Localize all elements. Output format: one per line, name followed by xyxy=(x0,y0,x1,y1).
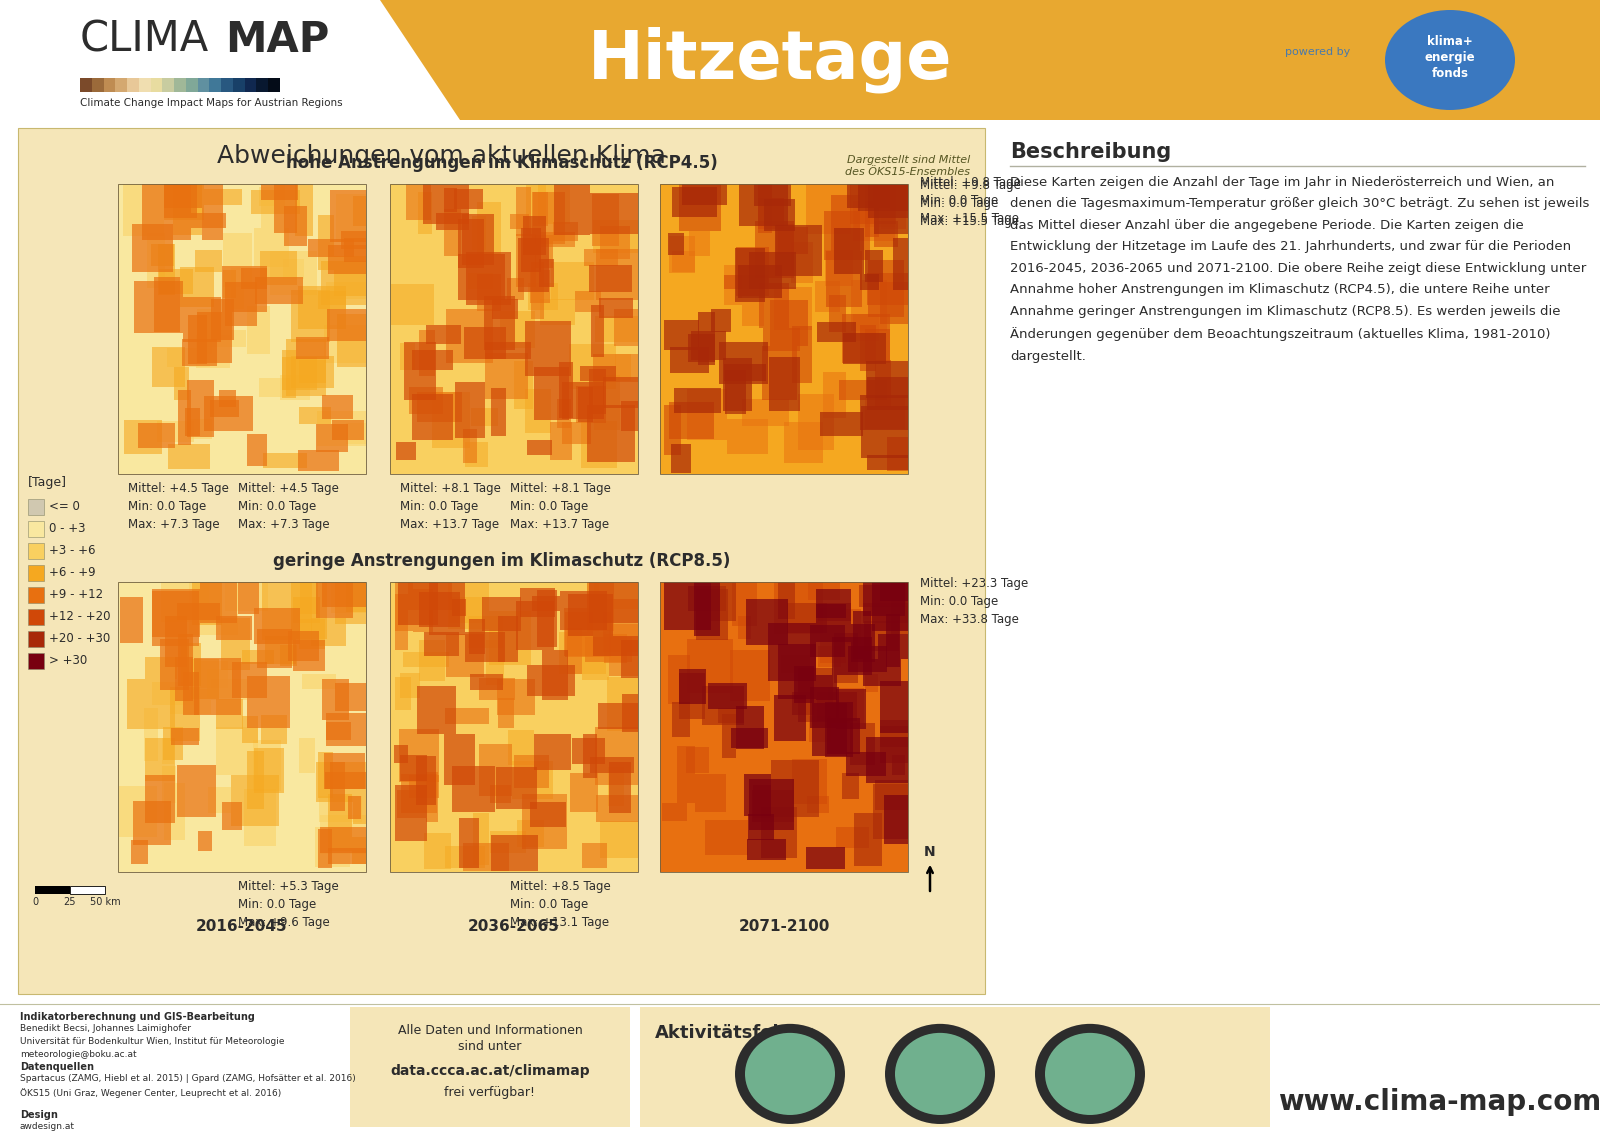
Bar xyxy=(222,266,267,312)
Bar xyxy=(328,795,352,851)
Bar xyxy=(189,315,208,363)
Text: Mittel: +4.5 Tage
Min: 0.0 Tage
Max: +7.3 Tage: Mittel: +4.5 Tage Min: 0.0 Tage Max: +7.… xyxy=(238,482,339,531)
Bar xyxy=(216,616,253,641)
Bar xyxy=(550,422,571,460)
Bar xyxy=(178,603,219,620)
Bar xyxy=(554,185,589,235)
Text: <= 0: <= 0 xyxy=(50,500,80,514)
Polygon shape xyxy=(381,0,1160,120)
Bar xyxy=(416,392,462,422)
Bar xyxy=(851,624,875,661)
Bar xyxy=(216,700,243,729)
Bar xyxy=(874,221,898,247)
Text: Diese Karten zeigen die Anzahl der Tage im Jahr in Niederösterreich und Wien, an: Diese Karten zeigen die Anzahl der Tage … xyxy=(1010,175,1589,362)
Bar xyxy=(254,609,301,644)
Bar xyxy=(622,694,638,731)
Bar xyxy=(29,565,45,581)
Bar xyxy=(490,611,531,664)
Bar xyxy=(262,582,312,640)
Bar xyxy=(485,353,528,400)
Bar xyxy=(464,429,477,463)
Bar xyxy=(187,380,214,437)
Bar xyxy=(118,185,366,474)
Bar xyxy=(320,815,366,855)
Bar xyxy=(621,401,637,431)
Bar xyxy=(736,706,765,749)
Bar xyxy=(864,329,890,362)
Bar xyxy=(174,78,186,92)
Ellipse shape xyxy=(734,1023,845,1124)
Bar xyxy=(29,521,45,537)
Bar xyxy=(477,274,501,310)
Bar xyxy=(474,813,490,865)
Bar xyxy=(880,726,909,747)
Bar xyxy=(485,342,531,359)
Bar xyxy=(246,434,267,466)
Bar xyxy=(446,309,493,363)
Bar xyxy=(678,674,706,719)
Bar xyxy=(232,662,267,698)
Bar xyxy=(270,251,317,295)
Bar xyxy=(174,367,189,401)
Bar xyxy=(336,194,366,242)
Bar xyxy=(603,377,638,408)
Bar xyxy=(778,582,795,619)
Bar xyxy=(294,185,314,237)
Bar xyxy=(464,326,506,359)
Bar xyxy=(120,598,142,643)
Bar xyxy=(315,826,350,867)
Text: 25: 25 xyxy=(64,897,77,907)
Bar xyxy=(298,286,346,328)
Bar xyxy=(459,818,478,868)
Bar xyxy=(133,801,171,846)
Bar xyxy=(880,582,909,601)
Bar xyxy=(466,632,506,662)
Bar xyxy=(146,738,174,781)
Bar xyxy=(310,618,346,645)
Text: Design: Design xyxy=(19,1110,58,1120)
Bar xyxy=(667,232,683,255)
Bar xyxy=(322,395,354,419)
Bar xyxy=(203,189,242,205)
Bar xyxy=(515,601,554,650)
Bar xyxy=(688,334,715,362)
Bar xyxy=(405,342,435,400)
Text: Spartacus (ZAMG, Hiebl et al. 2015) | Gpard (ZAMG, Hofsätter et al. 2016)
ÖKS15 : Spartacus (ZAMG, Hiebl et al. 2015) | Gp… xyxy=(19,1074,355,1098)
Bar xyxy=(283,259,304,280)
Bar xyxy=(261,715,286,744)
Bar xyxy=(792,692,814,715)
Bar xyxy=(514,755,549,788)
Bar xyxy=(318,752,333,798)
Bar xyxy=(520,588,555,617)
Bar xyxy=(150,243,174,266)
Bar xyxy=(261,185,285,228)
Text: Mittel: +8.1 Tage
Min: 0.0 Tage
Max: +13.7 Tage: Mittel: +8.1 Tage Min: 0.0 Tage Max: +13… xyxy=(400,482,501,531)
Bar xyxy=(522,794,566,849)
Bar xyxy=(419,331,435,376)
Bar xyxy=(594,354,638,381)
Bar xyxy=(346,423,366,445)
Bar xyxy=(730,650,770,701)
Bar xyxy=(893,755,904,775)
Bar xyxy=(280,376,310,401)
Text: awdesign.at: awdesign.at xyxy=(19,1122,75,1131)
Bar xyxy=(291,582,326,640)
Text: 2036-2065: 2036-2065 xyxy=(469,919,560,934)
Bar xyxy=(200,582,237,623)
Bar xyxy=(445,734,475,786)
Bar xyxy=(853,813,882,866)
Ellipse shape xyxy=(894,1032,986,1115)
Bar xyxy=(558,362,573,418)
Bar xyxy=(182,340,216,366)
Bar xyxy=(189,420,211,439)
Bar xyxy=(115,78,126,92)
Bar xyxy=(322,679,349,720)
Bar xyxy=(400,343,414,370)
Bar xyxy=(158,269,192,293)
Bar xyxy=(816,281,840,312)
Bar xyxy=(162,78,174,92)
Bar xyxy=(539,259,554,286)
Bar xyxy=(691,332,726,360)
Bar xyxy=(170,687,200,741)
Bar xyxy=(584,734,597,778)
